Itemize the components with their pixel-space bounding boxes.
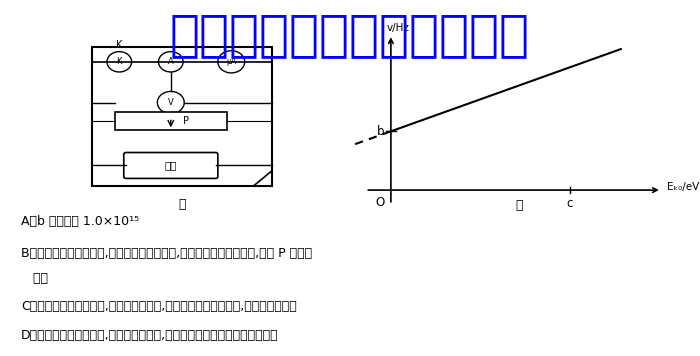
Text: 调节: 调节	[21, 272, 48, 285]
Text: 乙: 乙	[515, 199, 522, 212]
Text: b: b	[377, 125, 385, 138]
Circle shape	[218, 51, 245, 73]
Text: A．b 的数值为 1.0×10¹⁵: A．b 的数值为 1.0×10¹⁵	[21, 215, 139, 228]
FancyBboxPatch shape	[124, 152, 218, 178]
Circle shape	[158, 91, 184, 114]
Text: 微信公众号关注：趣找答案: 微信公众号关注：趣找答案	[170, 11, 530, 59]
Circle shape	[107, 52, 132, 72]
Text: K: K	[116, 57, 122, 66]
Text: O: O	[375, 196, 385, 209]
Text: 甲: 甲	[178, 198, 186, 211]
Text: A: A	[168, 57, 174, 66]
Text: Eₖ₀/eV: Eₖ₀/eV	[667, 182, 699, 192]
Text: μA: μA	[226, 57, 237, 66]
Text: D．当电源右端为正极时,若电流计有示数,则流过电流计的电流方向由上到下: D．当电源右端为正极时,若电流计有示数,则流过电流计的电流方向由上到下	[21, 329, 279, 342]
Text: B．当电源左端为正极时,若增大人射光的频率,要使电流计的示数为零,滑片 P 应向右: B．当电源左端为正极时,若增大人射光的频率,要使电流计的示数为零,滑片 P 应向…	[21, 247, 312, 260]
Text: 电源: 电源	[164, 161, 177, 171]
Text: C．当电源右端为正极时,电流计示数为零,则增大该人射光的光强,电流计会有示数: C．当电源右端为正极时,电流计示数为零,则增大该人射光的光强,电流计会有示数	[21, 300, 297, 313]
Text: v/Hz: v/Hz	[387, 23, 410, 33]
Text: c: c	[566, 198, 573, 210]
Text: V: V	[168, 98, 174, 107]
Circle shape	[158, 52, 183, 72]
Text: K: K	[116, 40, 122, 50]
Bar	[115, 112, 227, 130]
Text: P: P	[183, 116, 190, 126]
